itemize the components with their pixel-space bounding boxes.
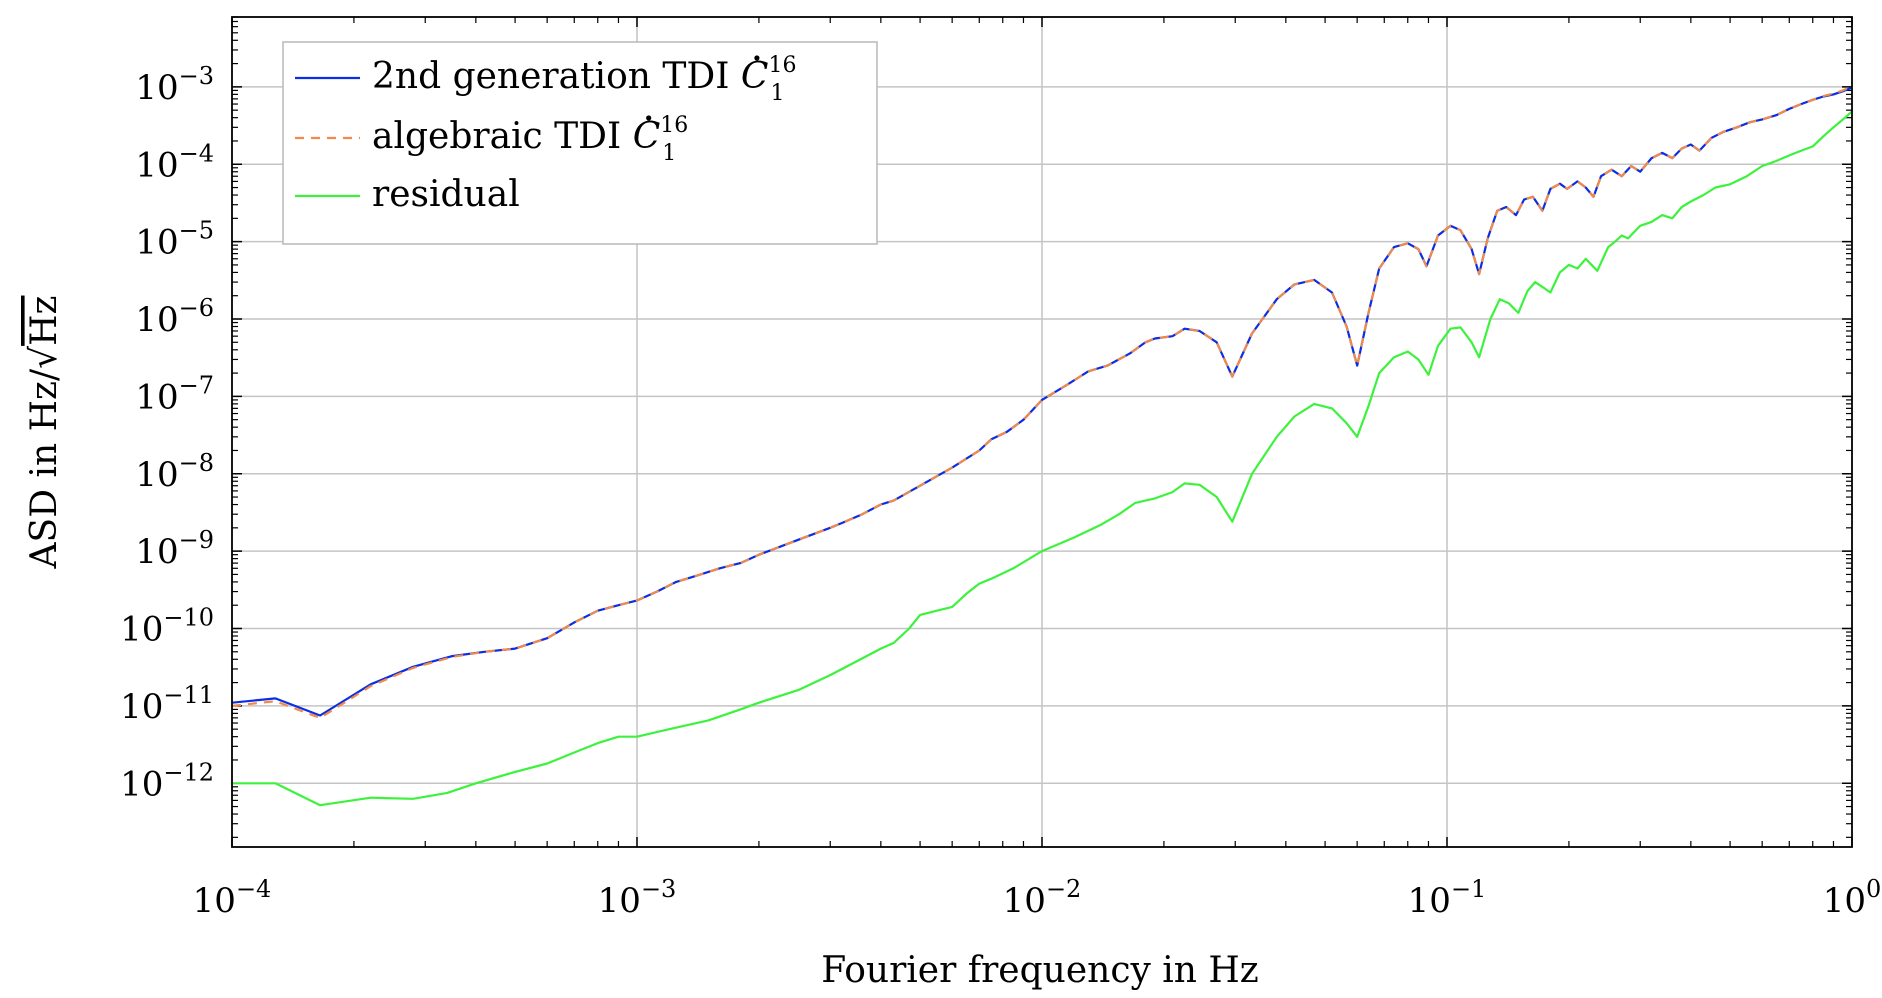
grid (232, 17, 1852, 847)
legend-subscript: 1 (770, 81, 784, 106)
y-tick-label: 10−6 (135, 294, 214, 340)
y-tick-label: 10−11 (120, 681, 214, 727)
x-tick-label: 10−3 (598, 875, 677, 921)
y-tick-label: 10−3 (135, 62, 214, 108)
x-tick-label: 10−4 (193, 875, 272, 921)
series-line-residual (232, 110, 1852, 807)
y-tick-label: 10−7 (135, 371, 214, 417)
x-tick-label: 100 (1823, 875, 1882, 921)
legend-label-residual: residual (372, 174, 520, 215)
y-tick-label: 10−9 (135, 526, 214, 572)
svg-text:ASD in Hz/√Hz: ASD in Hz/√Hz (24, 296, 65, 570)
series-line-algebraic-tdi (232, 85, 1852, 719)
x-tick-labels: 10−4 10−3 10−2 10−1 100 (193, 875, 1882, 921)
legend-label-second-generation-tdi: 2nd generation TDI C16 (372, 53, 796, 97)
legend-subscript: 1 (662, 141, 676, 166)
legend-dot-accent (754, 55, 760, 61)
y-axis-label-sqrt: √ (24, 346, 65, 369)
plot-frame (231, 16, 1853, 848)
x-tick-label: 10−2 (1003, 875, 1082, 921)
legend: 2nd generation TDI C16 algebraic TDI C16 r… (282, 41, 878, 245)
x-axis-label: Fourier frequency in Hz (821, 950, 1259, 991)
y-tick-label: 10−10 (120, 604, 214, 650)
y-tick-labels: 10−12 10−11 10−10 10−9 10−8 10−7 10−6 10−5 10−4 1… (120, 62, 214, 804)
y-axis-label-radicand: Hz (24, 296, 65, 346)
legend-label-algebraic-tdi: algebraic TDI C16 (372, 113, 688, 157)
y-axis-label: ASD in Hz/√Hz (24, 296, 65, 570)
series-lines (232, 85, 1852, 807)
legend-dot-accent (646, 115, 652, 121)
legend-box (282, 41, 878, 245)
x-tick-label: 10−1 (1408, 875, 1487, 921)
y-tick-label: 10−12 (120, 758, 214, 804)
y-tick-label: 10−8 (135, 449, 214, 495)
y-tick-label: 10−5 (135, 217, 214, 263)
y-tick-label: 10−4 (135, 139, 214, 185)
y-axis-label-text: ASD in Hz/ (24, 368, 65, 569)
minor-ticks (231, 16, 1853, 847)
